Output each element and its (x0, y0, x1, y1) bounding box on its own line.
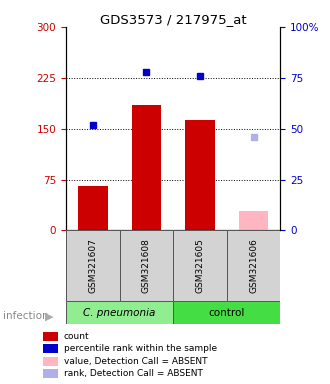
Bar (78, 186, 108, 230)
Text: GSM321606: GSM321606 (249, 238, 258, 293)
FancyBboxPatch shape (173, 230, 227, 301)
FancyBboxPatch shape (66, 301, 173, 324)
FancyBboxPatch shape (66, 230, 119, 301)
Text: GSM321607: GSM321607 (88, 238, 97, 293)
Text: value, Detection Call = ABSENT: value, Detection Call = ABSENT (64, 357, 208, 366)
Bar (43, 332, 58, 341)
Bar (43, 357, 58, 366)
Bar (43, 369, 58, 378)
Text: GSM321608: GSM321608 (142, 238, 151, 293)
Bar (43, 344, 58, 353)
Text: infection: infection (3, 311, 49, 321)
Text: percentile rank within the sample: percentile rank within the sample (64, 344, 217, 353)
FancyBboxPatch shape (227, 230, 280, 301)
Text: count: count (64, 332, 89, 341)
Title: GDS3573 / 217975_at: GDS3573 / 217975_at (100, 13, 247, 26)
Text: GSM321605: GSM321605 (196, 238, 205, 293)
FancyBboxPatch shape (173, 301, 280, 324)
Text: C. pneumonia: C. pneumonia (83, 308, 156, 318)
Bar (185, 121, 215, 230)
Text: rank, Detection Call = ABSENT: rank, Detection Call = ABSENT (64, 369, 203, 378)
Bar (132, 105, 161, 230)
Text: ▶: ▶ (45, 312, 53, 322)
Text: control: control (209, 308, 245, 318)
Bar (239, 212, 268, 230)
FancyBboxPatch shape (119, 230, 173, 301)
